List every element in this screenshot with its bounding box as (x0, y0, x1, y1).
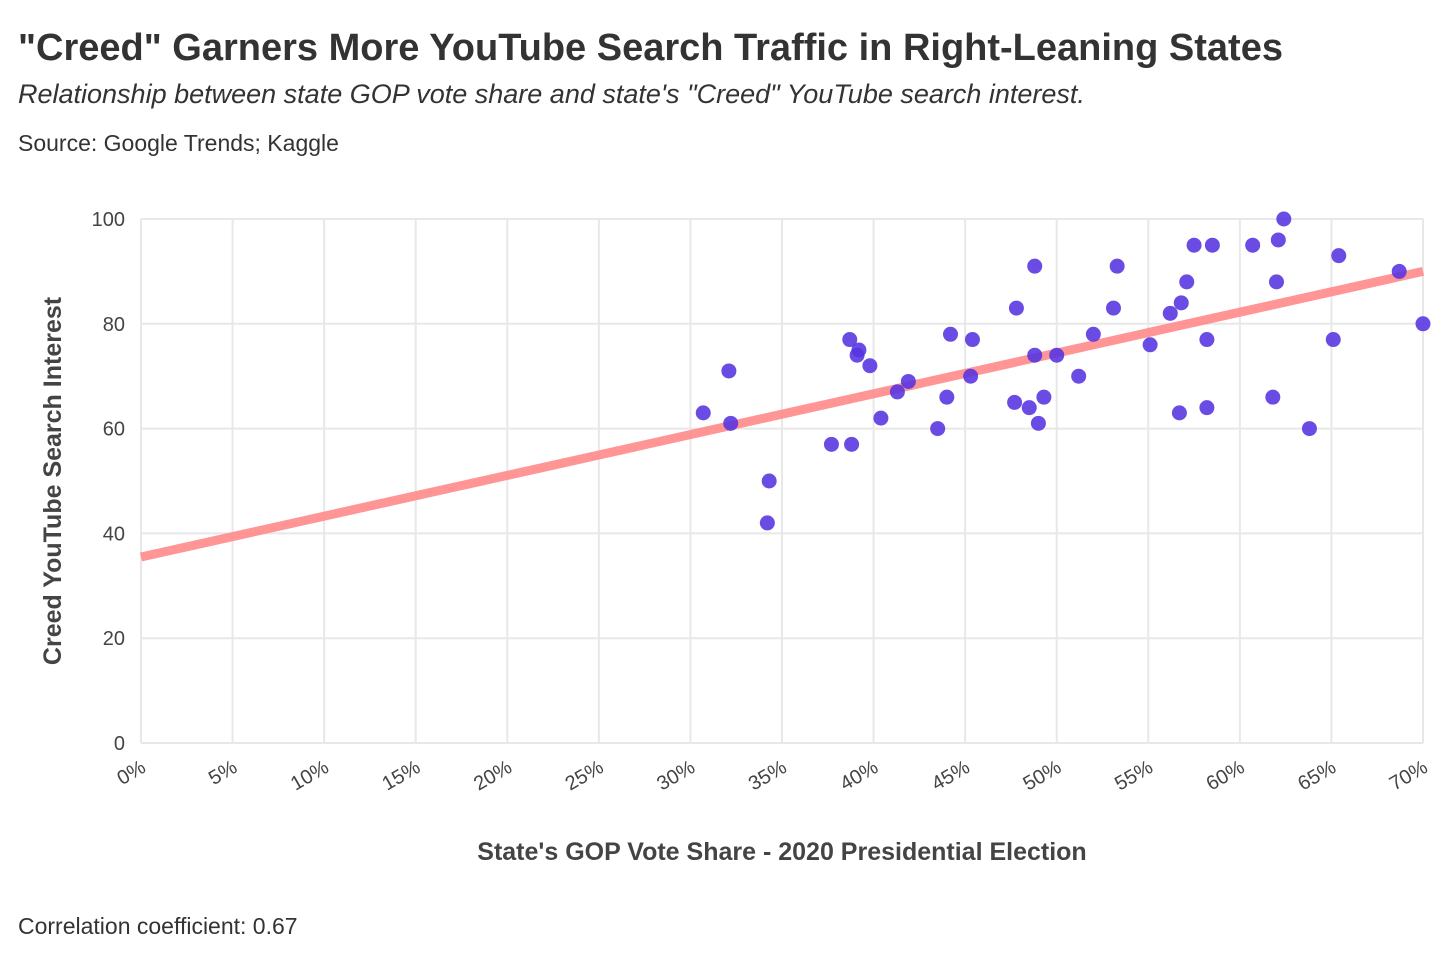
x-tick-label: 20% (470, 756, 516, 795)
data-point (873, 410, 889, 426)
chart-subtitle: Relationship between state GOP vote shar… (18, 79, 1085, 109)
data-point (1391, 263, 1407, 279)
data-point (1173, 295, 1189, 311)
data-point (939, 389, 955, 405)
data-point (1021, 400, 1037, 416)
x-tick-label: 60% (1203, 756, 1249, 795)
data-point (1265, 389, 1281, 405)
x-tick-label: 35% (745, 756, 791, 795)
chart-source: Source: Google Trends; Kaggle (18, 130, 339, 156)
x-tick-label: 5% (205, 756, 241, 790)
data-point (1415, 316, 1431, 332)
x-tick-label: 50% (1020, 756, 1066, 795)
x-axis-title: State's GOP Vote Share - 2020 Presidenti… (477, 838, 1086, 866)
data-point (1245, 237, 1261, 253)
data-point (1027, 347, 1043, 363)
data-point (1199, 332, 1215, 348)
data-point (1331, 248, 1347, 264)
data-point (823, 436, 839, 452)
data-point (1142, 337, 1158, 353)
data-point (1204, 237, 1220, 253)
y-tick-label: 100 (92, 209, 125, 231)
x-tick-label: 15% (379, 756, 425, 795)
data-point (849, 347, 865, 363)
trend-line (140, 267, 1424, 562)
x-tick-label: 55% (1111, 756, 1157, 795)
y-tick-label: 60 (103, 419, 125, 441)
data-point (1276, 211, 1292, 227)
gridlines (140, 218, 1424, 744)
data-point (889, 384, 905, 400)
data-point (844, 436, 860, 452)
data-point (1179, 274, 1195, 290)
x-tick-label: 10% (287, 756, 333, 795)
y-tick-label: 80 (103, 314, 125, 336)
y-axis-title: Creed YouTube Search Interest (39, 296, 67, 665)
data-point (862, 358, 878, 374)
data-point (1162, 305, 1178, 321)
data-point (1049, 347, 1065, 363)
data-point (942, 326, 958, 342)
data-point (1270, 232, 1286, 248)
x-tick-label: 45% (928, 756, 974, 795)
data-point (761, 473, 777, 489)
data-point (695, 405, 711, 421)
correlation-note: Correlation coefficient: 0.67 (18, 913, 298, 939)
data-point (1085, 326, 1101, 342)
y-tick-label: 40 (103, 523, 125, 545)
chart-title: "Creed" Garners More YouTube Search Traf… (18, 27, 1283, 69)
data-point (964, 332, 980, 348)
data-points (695, 211, 1431, 531)
data-point (1030, 415, 1046, 431)
data-point (723, 415, 739, 431)
data-point (721, 363, 737, 379)
y-tick-label: 0 (114, 733, 125, 755)
data-point (1109, 258, 1125, 274)
data-point (1301, 421, 1317, 437)
data-point (1325, 332, 1341, 348)
data-point (1171, 405, 1187, 421)
y-axis-ticks: 0 20 40 60 80 100 (92, 209, 125, 755)
data-point (1071, 368, 1087, 384)
x-tick-label: 30% (653, 756, 699, 795)
data-point (1027, 258, 1043, 274)
x-axis-ticks: 0% 5% 10% 15% 20% 25% 30% 35% 40% 45% 50% 55% 60% 65%… (113, 756, 1431, 795)
data-point (1008, 300, 1024, 316)
x-tick-label: 65% (1294, 756, 1340, 795)
data-point (1105, 300, 1121, 316)
data-point (1186, 237, 1202, 253)
data-point (963, 368, 979, 384)
data-point (1268, 274, 1284, 290)
data-point (842, 332, 858, 348)
x-tick-label: 70% (1386, 756, 1432, 795)
x-tick-label: 40% (836, 756, 882, 795)
data-point (759, 515, 775, 531)
data-point (900, 373, 916, 389)
x-tick-label: 25% (562, 756, 608, 795)
x-tick-label: 0% (113, 756, 149, 790)
data-point (1036, 389, 1052, 405)
data-point (1199, 400, 1215, 416)
y-tick-label: 20 (103, 628, 125, 650)
data-point (930, 421, 946, 437)
data-point (1007, 394, 1023, 410)
